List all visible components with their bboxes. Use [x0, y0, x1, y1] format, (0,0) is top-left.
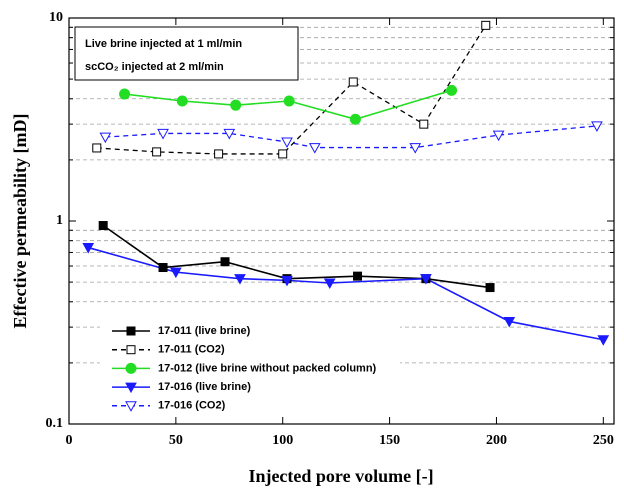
- marker: [409, 143, 422, 154]
- series-line: [105, 125, 597, 149]
- series-line: [124, 89, 452, 121]
- marker: [420, 274, 432, 285]
- legend-marker: [126, 326, 136, 336]
- legend-marker: [126, 345, 136, 355]
- x-tick-label: 0: [66, 433, 73, 448]
- marker: [82, 243, 95, 254]
- marker: [99, 132, 112, 144]
- marker: [157, 128, 169, 140]
- marker: [353, 271, 363, 281]
- series-line: [88, 246, 604, 341]
- series-line: [102, 224, 491, 289]
- marker: [278, 149, 288, 159]
- legend-label: 17-012 (live brine without packed column…: [158, 362, 377, 374]
- marker: [308, 143, 321, 154]
- marker: [492, 130, 505, 142]
- marker: [503, 316, 516, 328]
- marker: [419, 119, 429, 129]
- legend-label: 17-011 (live brine): [158, 325, 251, 337]
- x-tick-label: 250: [593, 433, 614, 448]
- marker: [446, 84, 458, 96]
- marker: [223, 128, 236, 140]
- annotation: Live brine injected at 1 ml/min: [85, 38, 242, 50]
- annotation-box: [74, 26, 299, 81]
- marker: [591, 121, 603, 132]
- legend-marker: [125, 382, 137, 394]
- y-tick-label: 1: [56, 213, 63, 228]
- x-tick-label: 50: [169, 433, 183, 448]
- marker: [481, 20, 491, 30]
- legend-marker: [125, 401, 137, 412]
- marker: [92, 143, 102, 153]
- legend-label: 17-011 (CO2): [158, 344, 225, 356]
- marker: [170, 267, 182, 279]
- marker: [220, 257, 230, 267]
- marker: [98, 221, 108, 231]
- marker: [158, 263, 168, 273]
- marker: [230, 99, 242, 111]
- x-tick-label: 150: [379, 433, 400, 448]
- marker: [281, 275, 293, 287]
- y-axis-label: Effective permeability [mD]: [10, 114, 30, 329]
- x-tick-label: 200: [486, 433, 507, 448]
- marker: [485, 283, 495, 293]
- legend-label: 17-016 (live brine): [158, 381, 251, 393]
- marker: [119, 88, 131, 100]
- legend-label: 17-016 (CO2): [158, 400, 226, 412]
- y-tick-label: 10: [49, 10, 63, 25]
- plot-frame: [68, 17, 615, 425]
- x-tick-label: 100: [272, 433, 293, 448]
- y-tick-label: 0.1: [46, 416, 64, 431]
- marker: [283, 95, 295, 107]
- annotation: scCO₂ injected at 2 ml/min: [85, 61, 224, 73]
- marker: [597, 335, 610, 346]
- marker: [234, 274, 246, 285]
- x-axis-label: Injected pore volume [-]: [248, 466, 433, 486]
- marker: [152, 147, 162, 157]
- marker: [214, 149, 224, 159]
- marker: [348, 77, 358, 87]
- marker: [281, 137, 293, 149]
- marker: [349, 113, 361, 125]
- marker: [176, 95, 188, 107]
- marker: [323, 278, 336, 290]
- legend-marker: [125, 362, 137, 374]
